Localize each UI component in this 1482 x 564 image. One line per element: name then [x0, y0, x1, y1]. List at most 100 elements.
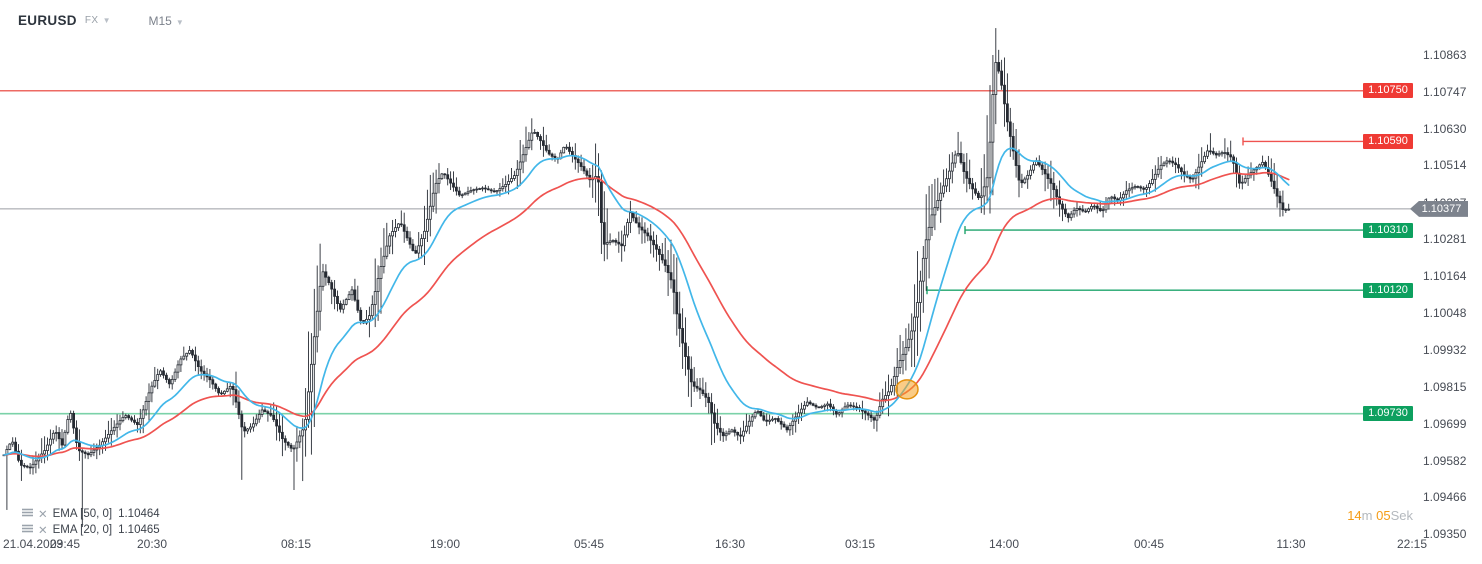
candle-body [1240, 181, 1244, 184]
candle-body [141, 409, 145, 419]
candle-body [124, 415, 128, 418]
x-axis-time-label: 16:30 [714, 537, 746, 551]
candle-body [948, 170, 951, 180]
candle-body [1223, 152, 1227, 154]
candle-body [774, 418, 777, 420]
candle-body [695, 385, 699, 389]
candle-body [916, 302, 919, 318]
candle-body [46, 444, 49, 451]
x-axis-time-label: 08:15 [280, 537, 312, 551]
candle-body [658, 248, 661, 255]
candle-body [86, 453, 90, 456]
candle-body [164, 374, 168, 380]
candle-body [63, 431, 67, 446]
candle-body [385, 245, 389, 257]
candle-body [791, 420, 795, 426]
candle-body [863, 410, 867, 414]
candle-body [1006, 103, 1009, 123]
candle-body [469, 190, 473, 193]
candle-body [692, 381, 696, 387]
candle-body [321, 271, 325, 287]
price-alert-tag-1.10750[interactable]: 1.10750 [1363, 83, 1413, 99]
candle-body [724, 433, 728, 437]
candle-body [689, 368, 693, 383]
candle-body [301, 429, 305, 437]
indicator-settings-icon[interactable] [22, 508, 33, 520]
candle-body [109, 430, 113, 435]
candle-body [968, 177, 972, 185]
candle-body [298, 435, 302, 443]
indicator-close-icon[interactable]: ✕ [38, 509, 48, 521]
candle-body [1017, 165, 1021, 181]
candle-body [22, 464, 26, 467]
candle-body [907, 338, 911, 348]
price-alert-tag-1.09730[interactable]: 1.09730 [1363, 406, 1413, 422]
candle-body [498, 188, 502, 192]
candle-body [1078, 207, 1082, 211]
candle-body [1168, 160, 1172, 163]
candle-body [60, 438, 64, 446]
candle-body [640, 226, 644, 231]
candle-body [382, 255, 386, 267]
candle-body [138, 417, 142, 426]
candle-body [808, 401, 812, 405]
candle-body [1214, 152, 1218, 156]
candle-body [405, 230, 409, 239]
candle-body [681, 328, 684, 344]
candle-body [463, 192, 467, 196]
indicator-settings-icon[interactable] [22, 524, 33, 536]
candle-body [1229, 154, 1233, 158]
candle-body [1095, 205, 1099, 209]
candle-body [565, 146, 568, 149]
candle-body [785, 426, 789, 431]
candle-body [959, 153, 963, 163]
candle-body [72, 413, 75, 429]
candle-body [1029, 169, 1032, 176]
candle-body [1023, 178, 1027, 184]
price-alert-tag-1.10120[interactable]: 1.10120 [1363, 282, 1413, 298]
candle-body [1040, 164, 1044, 170]
candle-body [211, 379, 215, 385]
candle-body [228, 386, 232, 390]
candle-body [994, 62, 998, 95]
candle-body [1284, 209, 1288, 211]
candle-body [1043, 169, 1047, 175]
candle-body [568, 146, 571, 152]
candle-body [623, 234, 626, 247]
candle-body [701, 389, 705, 395]
price-alert-tag-1.10590[interactable]: 1.10590 [1363, 133, 1413, 149]
candle-body [425, 218, 429, 232]
candle-body [222, 390, 226, 395]
candle-body [214, 383, 218, 389]
candle-body [440, 173, 444, 180]
candle-body [582, 166, 586, 172]
candle-body [687, 356, 690, 370]
y-axis-price-label: 1.09466 [1423, 490, 1467, 505]
candle-body [1104, 203, 1108, 211]
indicator-value: 1.10464 [118, 508, 160, 520]
candle-body [489, 189, 493, 192]
candle-body [1177, 164, 1180, 169]
y-axis-price-label: 1.10281 [1423, 232, 1467, 247]
candle-body [652, 239, 655, 246]
x-axis-time-label: 20:30 [136, 537, 168, 551]
price-alert-tag-1.10310[interactable]: 1.10310 [1363, 222, 1413, 238]
candle-body [1153, 173, 1157, 180]
candle-body [1127, 188, 1131, 192]
indicator-close-icon[interactable]: ✕ [38, 525, 48, 537]
candle-body [338, 303, 342, 310]
candle-body [376, 278, 380, 292]
candle-body [846, 404, 850, 408]
candle-body [588, 174, 592, 181]
symbol-dropdown-caret-icon[interactable]: ▼ [102, 15, 111, 25]
candle-body [1258, 164, 1262, 168]
timeframe-dropdown-caret-icon[interactable]: ▼ [175, 17, 184, 27]
candle-body [1243, 178, 1247, 183]
candle-body [736, 431, 740, 436]
candle-body [1084, 210, 1088, 213]
ema-crossover-highlight-marker[interactable] [895, 379, 919, 400]
timeframe-selector[interactable]: M15 ▼ [148, 13, 184, 28]
candle-body [370, 304, 374, 317]
candle-body [486, 188, 490, 191]
